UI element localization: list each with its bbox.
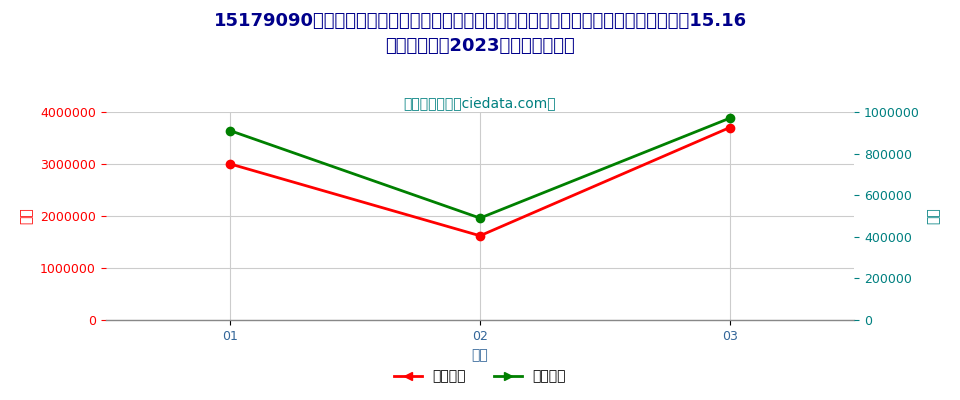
Y-axis label: 金额: 金额 bbox=[19, 208, 33, 224]
出口数量 bbox=[474, 216, 486, 220]
Text: 15179090其他本章动植物或微生物油、脂及其分离品混合制成的食用油、脂或制品（品目15.16
的产品除外）2023年出口月度走势: 15179090其他本章动植物或微生物油、脂及其分离品混合制成的食用油、脂或制品… bbox=[213, 12, 747, 55]
出口美元 bbox=[724, 125, 735, 130]
Y-axis label: 数量: 数量 bbox=[927, 208, 941, 224]
出口美元 bbox=[474, 233, 486, 238]
Legend: 出口美元, 出口数量: 出口美元, 出口数量 bbox=[388, 364, 572, 389]
Text: 进出口服务网（ciedata.com）: 进出口服务网（ciedata.com） bbox=[404, 96, 556, 110]
Line: 出口数量: 出口数量 bbox=[227, 114, 733, 222]
Line: 出口美元: 出口美元 bbox=[227, 124, 733, 240]
X-axis label: 月度: 月度 bbox=[471, 348, 489, 362]
出口美元 bbox=[225, 162, 236, 166]
出口数量 bbox=[225, 128, 236, 133]
出口数量 bbox=[724, 116, 735, 121]
